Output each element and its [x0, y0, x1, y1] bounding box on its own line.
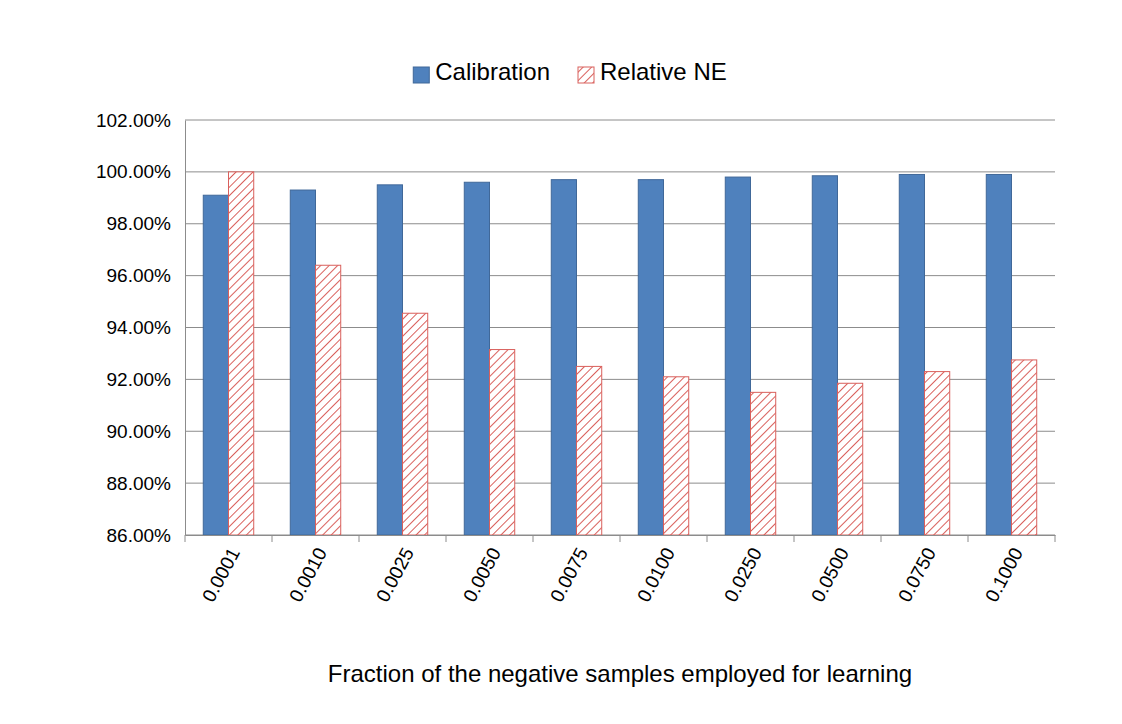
bar: [638, 180, 663, 535]
x-tick-label: 0.0025: [372, 544, 418, 605]
x-tick-label: 0.0500: [807, 544, 853, 605]
x-axis-title: Fraction of the negative samples employe…: [328, 660, 912, 687]
x-tick: 0.0750: [894, 535, 940, 605]
x-boundary-tick: [272, 535, 273, 542]
y-tick: 102.00%: [96, 110, 185, 131]
x-tick-label: 0.0050: [459, 544, 505, 605]
legend-swatch: [413, 67, 429, 83]
legend-label: Relative NE: [600, 58, 727, 85]
y-axis-line: [185, 121, 186, 536]
x-boundary-tick: [794, 535, 795, 542]
x-tick-label: 0.1000: [981, 544, 1027, 605]
x-tick-label: 0.0250: [720, 544, 766, 605]
x-boundary-tick: [881, 535, 882, 542]
y-tick-label: 88.00%: [107, 473, 172, 494]
bar: [290, 190, 315, 535]
y-tick: 88.00%: [107, 473, 185, 494]
bar: [812, 176, 837, 535]
x-boundary-tick: [533, 535, 534, 542]
x-boundary-ticks: [185, 535, 1055, 542]
bar: [1012, 360, 1037, 535]
bar-series: [229, 172, 1037, 535]
bars: [203, 172, 1036, 535]
y-tick: 92.00%: [107, 369, 185, 390]
bar: [229, 172, 254, 535]
x-tick: 0.0050: [459, 535, 505, 605]
legend-item: Calibration: [413, 58, 550, 85]
x-tick-label: 0.0001: [198, 544, 244, 605]
x-boundary-tick: [359, 535, 360, 542]
y-tick: 98.00%: [107, 213, 185, 234]
y-tick: 86.00%: [107, 525, 185, 546]
x-axis: 0.0001 0.0010 0.0025 0.0050 0.0075 0.0100 0.02…: [186, 535, 1056, 605]
bar: [838, 383, 863, 535]
x-tick-label: 0.0010: [285, 544, 331, 605]
bar: [577, 366, 602, 535]
x-boundary-tick: [1055, 535, 1056, 542]
y-tick-label: 98.00%: [107, 213, 172, 234]
x-boundary-tick: [446, 535, 447, 542]
bar: [986, 174, 1011, 535]
y-tick-label: 86.00%: [107, 525, 172, 546]
grid-line: [185, 171, 1055, 172]
y-tick-label: 94.00%: [107, 317, 172, 338]
grid: [185, 120, 1055, 535]
legend-label: Calibration: [435, 58, 550, 85]
legend: Calibration Relative NE: [413, 58, 726, 85]
x-tick: 0.1000: [981, 535, 1027, 605]
bar: [403, 313, 428, 535]
bar: [377, 185, 402, 535]
y-tick: 96.00%: [107, 265, 185, 286]
bar-series: [203, 174, 1011, 535]
x-tick-label: 0.0750: [894, 544, 940, 605]
bar: [751, 392, 776, 535]
bar: [925, 372, 950, 535]
x-tick: 0.0025: [372, 535, 418, 605]
x-boundary-tick: [707, 535, 708, 542]
legend-swatch: [578, 67, 594, 83]
bar: [725, 177, 750, 535]
grid-line: [185, 120, 1055, 121]
x-tick-label: 0.0100: [633, 544, 679, 605]
x-tick: 0.0001: [198, 535, 244, 605]
x-boundary-tick: [968, 535, 969, 542]
chart: 86.00% 88.00% 90.00% 92.00% 94.00% 96.00% 98.0…: [0, 0, 1122, 724]
x-tick-label: 0.0075: [546, 544, 592, 605]
bar: [899, 174, 924, 535]
bar: [490, 350, 515, 535]
bar: [551, 180, 576, 535]
bar: [203, 195, 228, 535]
y-axis: 86.00% 88.00% 90.00% 92.00% 94.00% 96.00% 98.0…: [96, 110, 186, 546]
y-tick-label: 92.00%: [107, 369, 172, 390]
x-boundary-tick: [185, 535, 186, 542]
bar: [464, 182, 489, 535]
y-tick-label: 102.00%: [96, 110, 171, 131]
x-tick: 0.0075: [546, 535, 592, 605]
y-tick-label: 96.00%: [107, 265, 172, 286]
x-tick: 0.0500: [807, 535, 853, 605]
y-tick-label: 100.00%: [96, 161, 171, 182]
x-tick: 0.0250: [720, 535, 766, 605]
x-tick: 0.0010: [285, 535, 331, 605]
x-boundary-tick: [620, 535, 621, 542]
y-tick: 90.00%: [107, 421, 185, 442]
y-tick: 94.00%: [107, 317, 185, 338]
y-tick-label: 90.00%: [107, 421, 172, 442]
bar: [664, 377, 689, 535]
y-tick: 100.00%: [96, 161, 185, 182]
x-tick: 0.0100: [633, 535, 679, 605]
legend-item: Relative NE: [578, 58, 727, 85]
bar: [316, 265, 341, 535]
